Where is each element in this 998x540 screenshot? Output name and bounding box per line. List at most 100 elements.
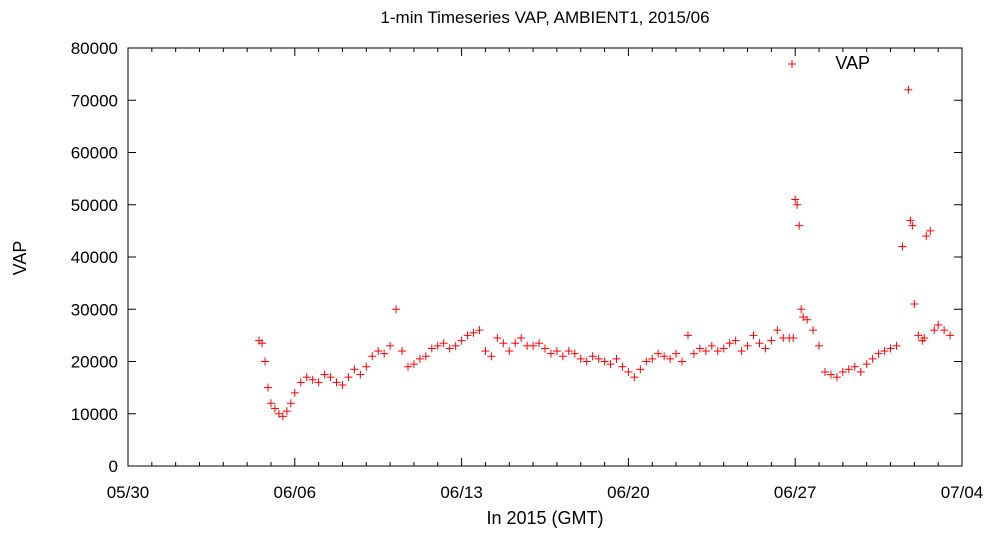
data-point [594, 354, 603, 363]
data-point [606, 360, 615, 369]
data-point [511, 339, 520, 348]
data-point [481, 347, 490, 356]
data-point [719, 344, 728, 353]
data-point [731, 336, 740, 345]
plot-frame [127, 47, 963, 467]
data-point [797, 305, 806, 314]
y-tick-label: 70000 [71, 91, 118, 110]
data-point [286, 399, 295, 408]
data-point [398, 347, 407, 356]
data-point [820, 367, 829, 376]
y-axis: 0 10000 20000 30000 40000 50000 60000 70000 8000… [71, 39, 962, 476]
data-point [906, 216, 915, 225]
data-point [862, 360, 871, 369]
data-point [386, 341, 395, 350]
data-point [427, 344, 436, 353]
data-point [350, 365, 359, 374]
data-point [844, 365, 853, 374]
data-point [767, 336, 776, 345]
data-point [409, 360, 418, 369]
data-point [886, 344, 895, 353]
legend: VAP [788, 53, 870, 73]
data-point [344, 373, 353, 382]
data-point [642, 357, 651, 366]
data-point [445, 344, 454, 353]
data-point [826, 370, 835, 379]
data-point [904, 85, 913, 94]
data-point [940, 326, 949, 335]
data-point [332, 378, 341, 387]
data-point [795, 221, 804, 230]
data-point [892, 341, 901, 350]
data-point [898, 242, 907, 251]
data-point [326, 373, 335, 382]
data-point [261, 357, 270, 366]
data-points [255, 85, 955, 421]
data-point [850, 362, 859, 371]
data-point [803, 315, 812, 324]
data-point [914, 331, 923, 340]
data-point [793, 200, 802, 209]
data-point [773, 326, 782, 335]
data-point [713, 347, 722, 356]
data-point [258, 339, 267, 348]
data-point [618, 362, 627, 371]
y-tick-label: 80000 [71, 39, 118, 58]
x-axis: 05/30 06/06 06/13 06/20 06/27 07/04 [107, 48, 983, 502]
x-tick-label: 06/20 [607, 483, 650, 502]
chart-title: 1-min Timeseries VAP, AMBIENT1, 2015/06 [380, 8, 709, 27]
data-point [908, 221, 917, 230]
data-point [457, 336, 466, 345]
data-point [263, 383, 272, 392]
data-point [302, 373, 311, 382]
data-point [832, 373, 841, 382]
data-point [666, 354, 675, 363]
data-point [874, 349, 883, 358]
x-tick-label: 05/30 [107, 483, 150, 502]
data-point [856, 367, 865, 376]
y-tick-label: 20000 [71, 353, 118, 372]
data-point [308, 375, 317, 384]
data-point [320, 370, 329, 379]
data-point [356, 370, 365, 379]
data-point [920, 333, 929, 342]
data-point [338, 381, 347, 390]
data-point [838, 367, 847, 376]
data-point [695, 344, 704, 353]
data-point [415, 354, 424, 363]
data-point [624, 367, 633, 376]
data-point [815, 341, 824, 350]
data-point [660, 352, 669, 361]
data-point [314, 378, 323, 387]
data-point [403, 362, 412, 371]
data-point [576, 354, 585, 363]
y-tick-label: 10000 [71, 405, 118, 424]
legend-marker [788, 60, 796, 68]
data-point [541, 344, 549, 353]
data-point [493, 333, 502, 342]
y-tick-label: 50000 [71, 196, 118, 215]
data-point [743, 341, 752, 350]
data-point [469, 328, 478, 337]
data-point [368, 352, 377, 361]
x-tick-label: 06/27 [774, 483, 817, 502]
data-point [278, 412, 287, 421]
data-point [922, 232, 931, 241]
data-point [535, 339, 544, 348]
data-point [392, 305, 401, 314]
data-point [439, 339, 448, 348]
data-point [374, 347, 383, 356]
data-point [517, 333, 526, 342]
data-point [725, 339, 734, 348]
data-point [499, 339, 508, 348]
data-point [362, 362, 371, 371]
data-point [749, 331, 758, 340]
data-point [701, 347, 710, 356]
data-point [270, 404, 279, 413]
data-point [707, 341, 716, 350]
data-point [487, 352, 496, 361]
data-point [421, 352, 430, 361]
data-point [612, 354, 621, 363]
data-point [588, 352, 597, 361]
